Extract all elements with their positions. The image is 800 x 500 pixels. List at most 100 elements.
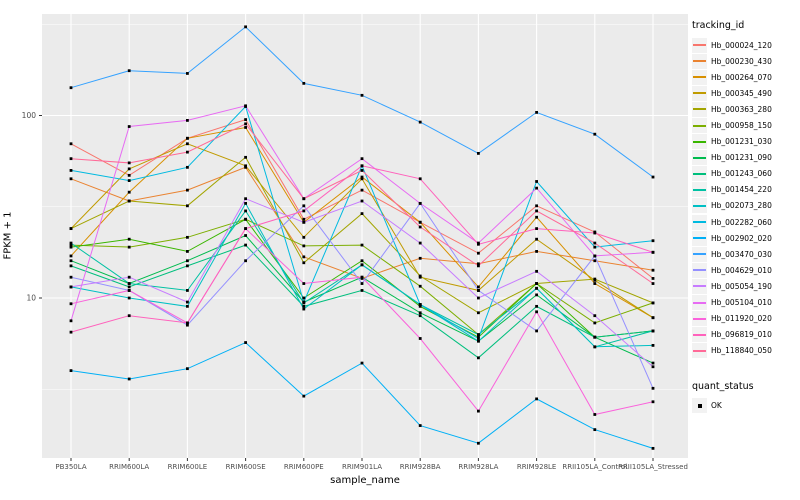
data-point: [651, 365, 655, 369]
legend-key-swatch: [692, 262, 707, 278]
legend: tracking_id Hb_000024_120 Hb_000230_430 Hb…: [692, 20, 798, 414]
data-point: [127, 245, 131, 249]
legend-key-swatch: [692, 343, 707, 359]
data-point: [360, 243, 364, 247]
data-point: [477, 441, 480, 445]
data-point: [127, 237, 131, 241]
legend-line-icon: [693, 188, 706, 191]
data-point: [535, 250, 538, 253]
data-point: [244, 341, 247, 344]
data-point: [302, 282, 306, 285]
legend-line-icon: [693, 301, 706, 304]
legend-item-Hb_000264_070: Hb_000264_070: [692, 69, 798, 85]
data-point: [535, 204, 538, 208]
data-point: [244, 217, 247, 221]
data-point: [418, 284, 422, 288]
data-point: [593, 231, 597, 235]
data-point: [302, 204, 306, 208]
legend-item-label: Hb_002282_060: [711, 217, 772, 227]
data-point: [69, 177, 73, 181]
data-point: [69, 319, 73, 323]
data-point: [477, 262, 480, 266]
legend-line-icon: [693, 92, 706, 95]
legend-item-label: Hb_004629_010: [711, 265, 772, 275]
data-point: [186, 165, 189, 169]
x-axis-title: sample_name: [330, 475, 400, 486]
data-point: [593, 259, 597, 263]
legend-item-label: Hb_001454_220: [711, 185, 772, 195]
data-point: [593, 132, 597, 136]
data-point: [593, 254, 597, 258]
data-point: [418, 424, 422, 427]
data-point: [244, 201, 247, 205]
legend-item-Hb_002902_020: Hb_002902_020: [692, 230, 798, 246]
data-point: [535, 310, 538, 314]
data-point: [69, 243, 73, 247]
data-point: [302, 304, 306, 308]
data-point: [186, 300, 189, 304]
data-point: [302, 81, 306, 85]
legend-key-swatch: [692, 214, 707, 230]
data-point: [418, 274, 422, 278]
data-point: [651, 361, 655, 365]
data-point: [593, 345, 597, 349]
legend-item-label: Hb_002073_280: [711, 201, 772, 211]
data-point: [593, 241, 597, 245]
legend-line-icon: [693, 221, 706, 224]
data-point: [244, 118, 247, 121]
data-point: [418, 220, 422, 224]
data-point: [244, 25, 247, 29]
data-point: [186, 304, 189, 308]
plot-panel: [42, 14, 688, 458]
data-point: [535, 237, 538, 241]
x-tick-label: RRIM600LA: [109, 463, 149, 471]
legend-item-Hb_000024_120: Hb_000024_120: [692, 37, 798, 53]
data-point: [418, 177, 422, 181]
data-point: [651, 400, 655, 404]
legend-line-icon: [693, 237, 706, 240]
legend-quant-status-block: quant_status OK: [692, 381, 798, 414]
legend-key-swatch: [692, 118, 707, 134]
data-point: [535, 215, 538, 219]
legend-item-label: Hb_000264_070: [711, 72, 772, 82]
legend-line-icon: [693, 333, 706, 336]
data-point: [593, 282, 597, 285]
data-point: [418, 311, 422, 315]
data-point: [186, 250, 189, 253]
data-point: [477, 285, 480, 289]
data-point: [127, 377, 131, 381]
legend-key-swatch: [692, 311, 707, 327]
data-point: [302, 261, 306, 265]
data-point: [651, 343, 655, 347]
data-point: [186, 150, 189, 154]
data-point: [244, 164, 247, 168]
x-tick-label: RRIM928BA: [400, 463, 441, 471]
data-point: [477, 151, 480, 155]
legend-key-swatch: [692, 166, 707, 182]
data-point: [69, 302, 73, 306]
data-point: [593, 428, 597, 432]
data-point: [593, 245, 597, 249]
data-point: [186, 136, 189, 140]
data-point: [127, 173, 131, 177]
y-axis-title: FPKM + 1: [2, 211, 14, 260]
legend-key-swatch: [692, 134, 707, 150]
data-point: [360, 177, 364, 181]
data-point: [69, 254, 73, 258]
data-point: [418, 120, 422, 124]
data-point: [418, 201, 422, 205]
data-point: [127, 285, 131, 289]
legend-item-label: Hb_000958_150: [711, 121, 772, 131]
legend-item-label: OK: [711, 401, 722, 411]
legend-line-icon: [693, 76, 706, 79]
data-point: [418, 303, 422, 307]
legend-key-swatch: [692, 53, 707, 69]
data-point: [127, 125, 131, 128]
data-point: [651, 239, 655, 243]
data-point: [360, 282, 364, 285]
data-point: [302, 197, 306, 201]
data-point: [127, 179, 131, 182]
legend-item-Hb_001231_090: Hb_001231_090: [692, 150, 798, 166]
data-point: [651, 277, 655, 280]
